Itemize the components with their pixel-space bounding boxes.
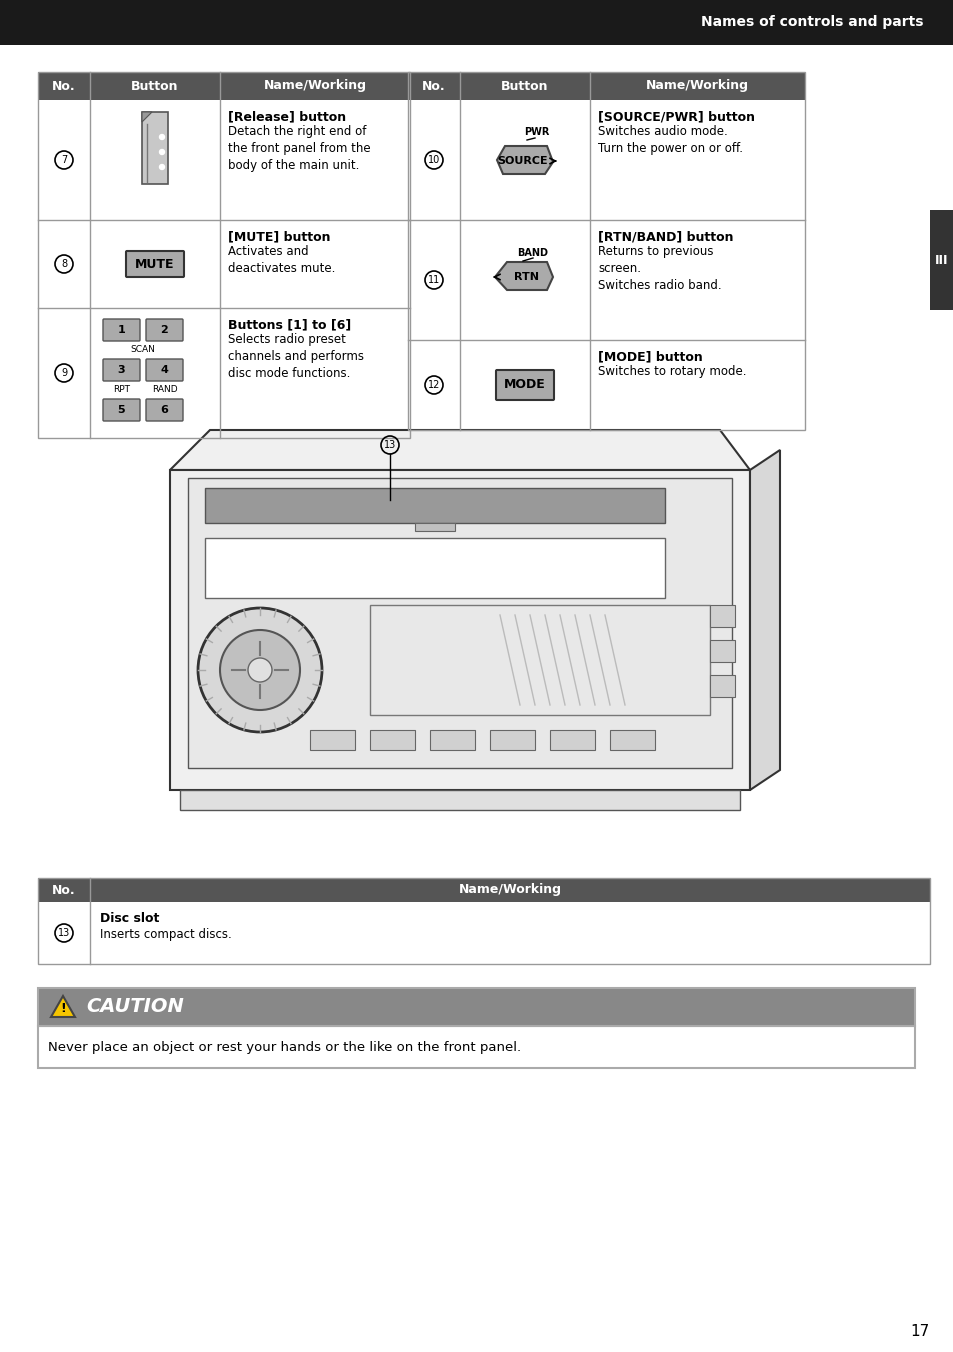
- Text: Disc slot: Disc slot: [100, 913, 159, 925]
- Text: 11: 11: [428, 274, 439, 285]
- Bar: [929, 210, 953, 310]
- Text: 13: 13: [383, 439, 395, 450]
- Text: No.: No.: [52, 883, 75, 896]
- Text: Activates and
deactivates mute.: Activates and deactivates mute.: [228, 245, 335, 274]
- Circle shape: [159, 165, 164, 169]
- Bar: [188, 479, 731, 768]
- FancyBboxPatch shape: [496, 370, 554, 400]
- Bar: [180, 790, 740, 810]
- Text: RPT: RPT: [112, 385, 130, 395]
- FancyBboxPatch shape: [103, 360, 140, 381]
- Text: 7: 7: [61, 155, 67, 165]
- Text: Switches audio mode.
Turn the power on or off.: Switches audio mode. Turn the power on o…: [598, 124, 742, 155]
- Text: No.: No.: [422, 80, 445, 92]
- Bar: [38, 72, 410, 438]
- FancyBboxPatch shape: [103, 399, 140, 420]
- Text: 4: 4: [160, 365, 169, 375]
- Text: 2: 2: [160, 324, 168, 335]
- Polygon shape: [497, 146, 553, 174]
- Text: Name/Working: Name/Working: [458, 883, 561, 896]
- FancyBboxPatch shape: [146, 319, 183, 341]
- Bar: [490, 730, 535, 750]
- Text: 3: 3: [117, 365, 125, 375]
- Bar: [170, 470, 749, 790]
- Bar: [38, 877, 929, 964]
- Bar: [408, 72, 804, 100]
- Text: 12: 12: [427, 380, 439, 389]
- FancyBboxPatch shape: [126, 251, 184, 277]
- Bar: [38, 877, 929, 902]
- Text: Button: Button: [132, 80, 178, 92]
- Text: 13: 13: [58, 927, 71, 938]
- Bar: [550, 730, 595, 750]
- Text: 10: 10: [428, 155, 439, 165]
- Text: RAND: RAND: [152, 385, 177, 395]
- Text: III: III: [934, 254, 947, 266]
- Text: [SOURCE/PWR] button: [SOURCE/PWR] button: [598, 110, 754, 123]
- Text: RTN: RTN: [514, 272, 539, 283]
- Text: Names of controls and parts: Names of controls and parts: [700, 15, 923, 28]
- Text: !: !: [60, 1002, 66, 1015]
- Text: Never place an object or rest your hands or the like on the front panel.: Never place an object or rest your hands…: [48, 1041, 520, 1053]
- Bar: [609, 730, 655, 750]
- FancyBboxPatch shape: [146, 399, 183, 420]
- Text: [MODE] button: [MODE] button: [598, 350, 702, 362]
- Text: PWR: PWR: [524, 127, 549, 137]
- Bar: [430, 730, 475, 750]
- Bar: [205, 488, 664, 523]
- Text: 8: 8: [61, 260, 67, 269]
- Text: Name/Working: Name/Working: [645, 80, 748, 92]
- Text: 5: 5: [117, 406, 125, 415]
- Polygon shape: [170, 430, 749, 470]
- Bar: [709, 675, 734, 698]
- Circle shape: [248, 658, 272, 681]
- Bar: [709, 639, 734, 662]
- Bar: [415, 523, 455, 531]
- Text: 9: 9: [61, 368, 67, 379]
- Text: No.: No.: [52, 80, 75, 92]
- Bar: [38, 1026, 914, 1068]
- Bar: [0, 0, 953, 45]
- Text: Name/Working: Name/Working: [263, 80, 366, 92]
- Text: Inserts compact discs.: Inserts compact discs.: [100, 927, 232, 941]
- Polygon shape: [51, 996, 75, 1017]
- Text: [Release] button: [Release] button: [228, 110, 346, 123]
- Bar: [709, 604, 734, 627]
- FancyBboxPatch shape: [146, 360, 183, 381]
- Circle shape: [198, 608, 322, 731]
- Polygon shape: [142, 112, 152, 122]
- Text: 17: 17: [909, 1325, 928, 1340]
- Polygon shape: [749, 450, 780, 790]
- Text: 1: 1: [117, 324, 125, 335]
- Bar: [370, 730, 415, 750]
- Bar: [310, 730, 355, 750]
- Text: [MUTE] button: [MUTE] button: [228, 230, 330, 243]
- Text: MODE: MODE: [503, 379, 545, 392]
- Text: Switches to rotary mode.: Switches to rotary mode.: [598, 365, 745, 379]
- Text: [RTN/BAND] button: [RTN/BAND] button: [598, 230, 733, 243]
- Text: Button: Button: [500, 80, 548, 92]
- Text: SOURCE: SOURCE: [497, 155, 548, 166]
- Text: Detach the right end of
the front panel from the
body of the main unit.: Detach the right end of the front panel …: [228, 124, 370, 172]
- FancyBboxPatch shape: [103, 319, 140, 341]
- Circle shape: [159, 150, 164, 154]
- Bar: [38, 988, 914, 1026]
- Bar: [370, 604, 709, 715]
- Text: Selects radio preset
channels and performs
disc mode functions.: Selects radio preset channels and perfor…: [228, 333, 364, 380]
- Bar: [408, 72, 804, 430]
- Text: 6: 6: [160, 406, 169, 415]
- Bar: [142, 112, 168, 184]
- Text: CAUTION: CAUTION: [86, 998, 184, 1017]
- Bar: [205, 538, 664, 598]
- Circle shape: [159, 134, 164, 139]
- Text: BAND: BAND: [517, 247, 548, 258]
- Text: Buttons [1] to [6]: Buttons [1] to [6]: [228, 318, 351, 331]
- Text: SCAN: SCAN: [131, 346, 155, 354]
- Bar: [38, 72, 410, 100]
- Polygon shape: [495, 262, 553, 289]
- Text: Returns to previous
screen.
Switches radio band.: Returns to previous screen. Switches rad…: [598, 245, 720, 292]
- Text: MUTE: MUTE: [135, 257, 174, 270]
- Circle shape: [220, 630, 299, 710]
